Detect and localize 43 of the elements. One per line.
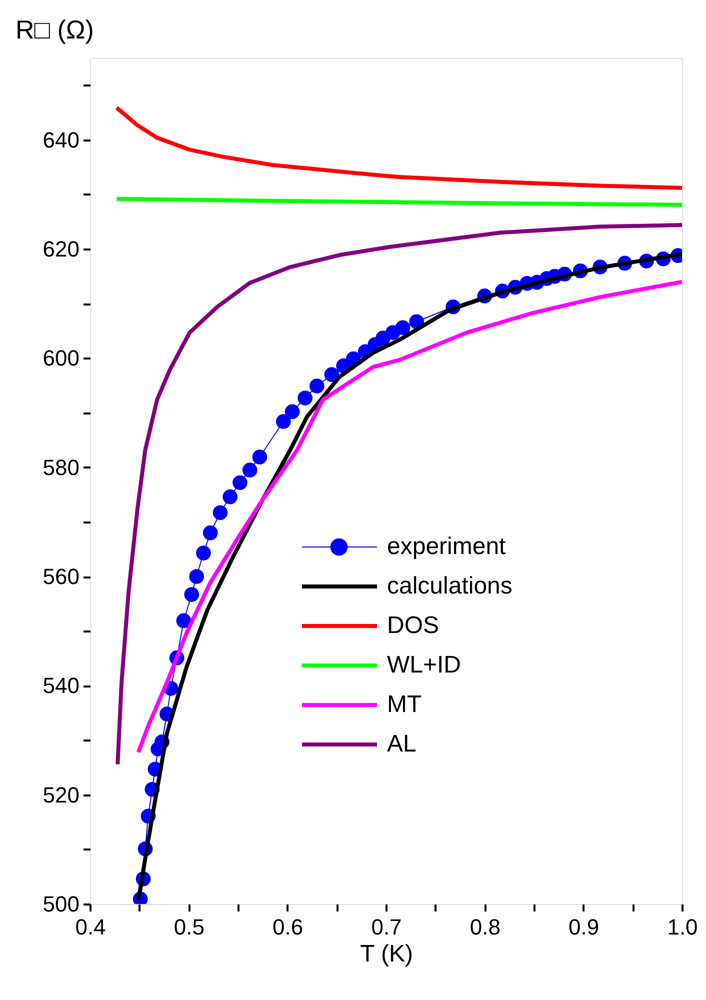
x-tick-label: 0.9 — [568, 914, 600, 940]
x-tick-label: 0.4 — [75, 914, 106, 940]
y-axis-title: R□ (Ω) — [16, 14, 94, 44]
point — [284, 404, 300, 420]
point — [202, 525, 218, 540]
legend-label: AL — [387, 730, 416, 758]
point — [212, 505, 228, 520]
y-tick-label: 520 — [42, 782, 80, 808]
point — [310, 378, 324, 394]
point — [252, 450, 268, 464]
y-tick-label: 600 — [42, 346, 80, 371]
legend-label: experiment — [387, 533, 506, 560]
legend-label: MT — [387, 691, 422, 718]
x-tick-label: 0.5 — [174, 914, 204, 940]
line-series — [136, 280, 682, 754]
x-tick-label: 0.8 — [470, 914, 500, 940]
x-tick-label: 0.7 — [371, 914, 402, 940]
x-tick-label: 1.0 — [667, 914, 698, 940]
point — [298, 390, 313, 406]
y-tick-label: 620 — [42, 236, 80, 262]
legend-label: DOS — [387, 612, 440, 639]
x-tick-label: 0.6 — [272, 914, 304, 940]
point — [276, 414, 291, 429]
point — [395, 320, 410, 336]
x-axis-title: T (K) — [360, 940, 413, 968]
line-series — [114, 196, 682, 207]
y-tick-label: 640 — [42, 127, 80, 152]
y-tick-label: 560 — [42, 564, 80, 590]
line-series — [116, 223, 682, 766]
point — [222, 489, 238, 504]
legend-label: calculations — [387, 572, 512, 600]
y-tick-label: 500 — [42, 892, 80, 916]
point — [324, 367, 340, 382]
point — [232, 475, 248, 490]
point — [242, 462, 258, 478]
point — [196, 546, 211, 560]
line-series — [114, 106, 682, 190]
legend-label: WL+ID — [387, 652, 462, 678]
point — [184, 587, 200, 602]
y-tick-label: 540 — [42, 673, 80, 698]
y-tick-label: 580 — [42, 454, 80, 480]
point — [189, 569, 204, 584]
point — [176, 613, 192, 628]
